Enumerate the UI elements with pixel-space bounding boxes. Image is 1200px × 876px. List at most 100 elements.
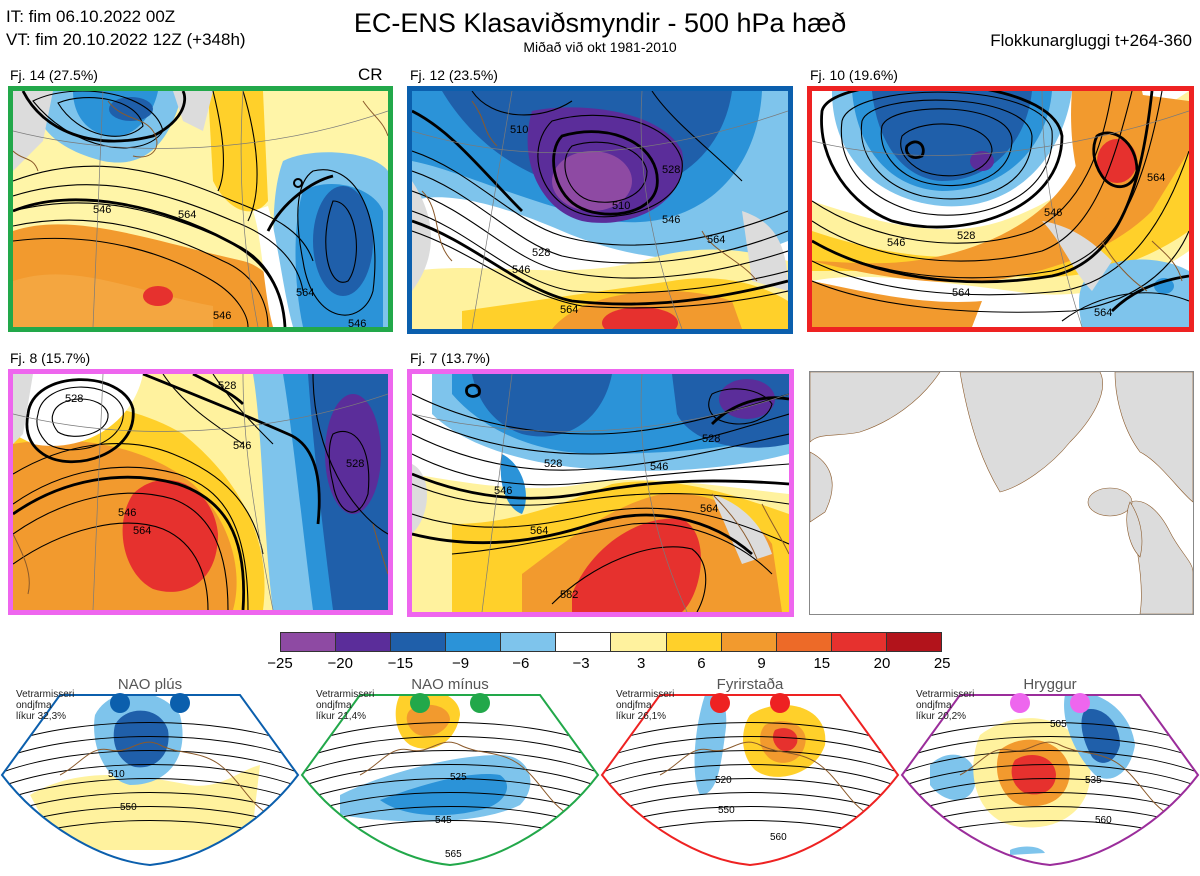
scale-tick-label: −6 [512,655,530,672]
regime-name: Fyrirstaða [716,676,784,693]
cluster-map-8: 528 546 564 528 546 528 [8,369,393,615]
height-contour [902,736,1198,760]
regime-contour-label: 565 [445,849,462,860]
coastline [959,741,1171,816]
contour-label: 528 [65,393,83,405]
regime-marker-dot [110,693,130,713]
height-contour [302,750,598,774]
regime-name: NAO plús [117,676,183,693]
contour-label: 564 [952,287,970,299]
height-contour [2,764,298,788]
regime-marker-dot [1070,693,1090,713]
contour-label: 546 [348,318,366,327]
regime-contour-label: 525 [450,772,467,783]
scale-tick-label: −15 [387,655,414,672]
contour-label: 564 [1094,307,1112,319]
scale-tick-label: −9 [452,655,470,672]
scale-swatch [776,633,832,651]
height-contour [902,778,1198,802]
height-contour [602,792,898,816]
height-contour [302,778,598,802]
height-contour [602,778,898,802]
cluster-window: Flokkunargluggi t+264-360 [990,31,1192,50]
scale-swatch [281,633,337,651]
scale-swatch [611,633,667,651]
regime-map: 520 550 560 [600,693,900,867]
scale-tick-label: 20 [873,655,891,672]
contour-label: 564 [700,503,718,515]
height-contour [902,792,1198,816]
height-contour [602,764,898,788]
height-contour [2,778,298,802]
regime-marker-dot [770,693,790,713]
coastline [359,741,571,816]
height-contour [302,722,598,746]
scale-tick-label: 25 [933,655,951,672]
contour-label: 546 [662,214,680,226]
anomaly-area [30,765,260,850]
cluster-map-10: 528 546 564 546 564 564 [807,86,1194,332]
cluster-map-14: 546 564 546 564 546 [8,86,393,332]
scale-swatch [886,633,941,651]
regime-note-line: líkur 20,2% [916,711,967,722]
regime-panel: 520 550 560 Fyrirstaða Vetrarmisseri ondjfma l… [600,675,900,871]
height-contour [302,792,598,816]
contour-label: 528 [662,164,680,176]
scale-swatch [831,633,887,651]
header-times: IT: fim 06.10.2022 00Z VT: fim 20.10.202… [6,5,246,51]
cluster-map-7: 528 546 564 582 528 546 564 [407,369,794,617]
regime-marker-dot [470,693,490,713]
anomaly-area [1010,846,1045,855]
regime-note-line: Vetrarmisseri [916,689,975,700]
regime-contour-label: 535 [1085,775,1102,786]
regime-marker-dot [170,693,190,713]
contour-label: 528 [544,458,562,470]
cr-label: CR [358,65,383,84]
contour-label: 528 [957,230,975,242]
regime-frame [900,694,1200,867]
valid-time: VT: fim 20.10.2022 12Z (+348h) [6,30,246,49]
regime-frame [300,694,600,867]
regime-contour-label: 505 [1050,719,1067,730]
height-contour [902,764,1198,788]
scale-tick-label: 9 [757,655,766,672]
contour-label: 546 [512,264,530,276]
scale-tick-label: 6 [697,655,706,672]
height-contour [2,722,298,746]
page-title: EC-ENS Klasaviðsmyndir - 500 hPa hæð [353,8,847,38]
regime-note-line: líkur 32,3% [16,711,67,722]
regime-contour-label: 545 [435,815,452,826]
contour-label: 582 [560,589,578,601]
scale-swatch [666,633,722,651]
scale-tick-label: 15 [813,655,831,672]
scale-tick-label: −20 [327,655,353,672]
cluster-map-12: 510 510 528 528 546 546 564 564 [407,86,793,334]
regime-panel: 505 535 560 Hryggur Vetrarmisseri ondjfma líku… [900,675,1200,871]
contour-label: 546 [650,461,668,473]
anomaly-area [694,695,727,795]
height-contour [302,736,598,760]
contour-label: 546 [213,310,231,322]
scale-swatch [391,633,447,651]
regime-map: 510 550 [0,693,300,867]
regime-contour-label: 550 [120,802,137,813]
regime-note-line: ondjfma [916,700,952,711]
regime-panel: 525 545 565 NAO mínus Vetrarmisseri ondjfma lí… [300,675,600,871]
scale-swatch [501,633,557,651]
height-contour [2,792,298,816]
regime-contour-label: 560 [1095,815,1112,826]
contour-label: 546 [118,507,136,519]
scale-tick-label: −25 [267,655,293,672]
contour-label: 564 [530,525,548,537]
height-contour [602,736,898,760]
height-contour [902,750,1198,774]
regime-frame [0,694,300,867]
regime-note-line: Vetrarmisseri [316,689,375,700]
height-contour [602,750,898,774]
regime-map: 505 535 560 [900,693,1200,867]
regime-contour-label: 520 [715,775,732,786]
contour-label: 528 [218,380,236,392]
regime-contour-label: 560 [770,832,787,843]
regime-map: 525 545 565 [300,693,600,867]
regime-note-line: líkur 21,4% [316,711,367,722]
